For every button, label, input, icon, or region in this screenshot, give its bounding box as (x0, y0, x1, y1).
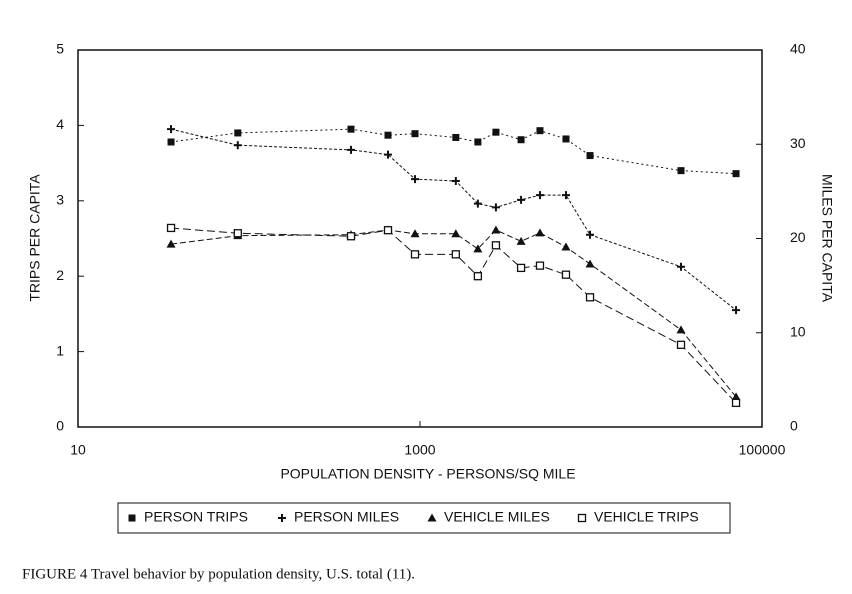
marker (347, 145, 356, 154)
legend-marker (278, 514, 286, 522)
y-tick-label: 1 (56, 342, 64, 358)
marker (562, 135, 570, 143)
legend-marker (128, 514, 136, 522)
plot-frame (77, 49, 763, 428)
marker (732, 170, 740, 178)
marker (585, 259, 595, 268)
marker (535, 228, 545, 237)
marker (473, 272, 483, 281)
marker (536, 127, 544, 135)
marker (516, 236, 526, 245)
marker (347, 125, 355, 133)
marker (166, 239, 176, 248)
marker (677, 262, 686, 271)
marker (676, 325, 686, 334)
marker (561, 242, 571, 251)
marker (474, 138, 482, 146)
series-line (170, 128, 737, 311)
marker (451, 229, 461, 238)
caption: FIGURE 4 Travel behavior by population d… (22, 566, 415, 582)
marker (517, 195, 526, 204)
marker (491, 241, 501, 250)
legend-label: PERSON MILES (294, 509, 399, 525)
marker (166, 223, 176, 233)
marker (233, 141, 242, 150)
marker (473, 244, 483, 253)
marker (234, 129, 242, 137)
legend-label: VEHICLE MILES (444, 509, 550, 525)
marker (677, 167, 685, 175)
x-tick-label: 1000 (404, 442, 435, 458)
x-tick-label: 10 (70, 442, 86, 458)
marker (451, 177, 460, 186)
marker (492, 128, 500, 136)
marker (586, 152, 594, 160)
marker (732, 306, 741, 315)
y2-axis-label: MILES PER CAPITA (819, 174, 835, 303)
y-tick-label: 4 (56, 116, 64, 132)
marker (516, 263, 526, 273)
marker (384, 131, 392, 139)
y-tick-label: 2 (56, 267, 64, 283)
marker (491, 203, 500, 212)
y2-tick-label: 30 (790, 135, 806, 151)
marker (473, 199, 482, 208)
x-tick-label: 100000 (739, 442, 786, 458)
marker (491, 225, 501, 234)
marker (561, 270, 571, 279)
marker (585, 293, 595, 302)
y2-tick-label: 40 (790, 41, 806, 57)
legend-box (117, 502, 731, 534)
legend-label: PERSON TRIPS (144, 509, 248, 525)
y-tick-label: 3 (56, 192, 64, 208)
marker (411, 130, 419, 138)
y-tick-label: 5 (56, 41, 64, 57)
marker (384, 150, 393, 159)
marker (346, 232, 356, 241)
y-axis-label: TRIPS PER CAPITA (27, 174, 43, 302)
marker (411, 175, 420, 184)
legend-marker (577, 513, 587, 523)
x-axis-label: POPULATION DENSITY - PERSONS/SQ MILE (280, 466, 575, 482)
series-line (170, 229, 737, 398)
series-line (170, 128, 737, 175)
marker (451, 250, 460, 259)
marker (383, 226, 393, 235)
y2-tick-label: 0 (790, 418, 798, 434)
marker (731, 392, 741, 401)
marker (452, 133, 460, 141)
marker (535, 191, 544, 200)
marker (676, 340, 686, 349)
y-tick-label: 0 (56, 418, 64, 434)
legend-marker (427, 513, 437, 522)
marker (731, 398, 741, 408)
marker (561, 191, 570, 200)
y2-tick-label: 20 (790, 229, 806, 245)
marker (586, 230, 595, 239)
marker (535, 261, 545, 270)
marker (517, 136, 525, 144)
marker (410, 229, 420, 238)
marker (167, 125, 176, 134)
marker (167, 138, 175, 146)
marker (410, 250, 420, 259)
legend-label: VEHICLE TRIPS (594, 509, 699, 525)
marker (233, 229, 242, 238)
y2-tick-label: 10 (790, 323, 806, 339)
